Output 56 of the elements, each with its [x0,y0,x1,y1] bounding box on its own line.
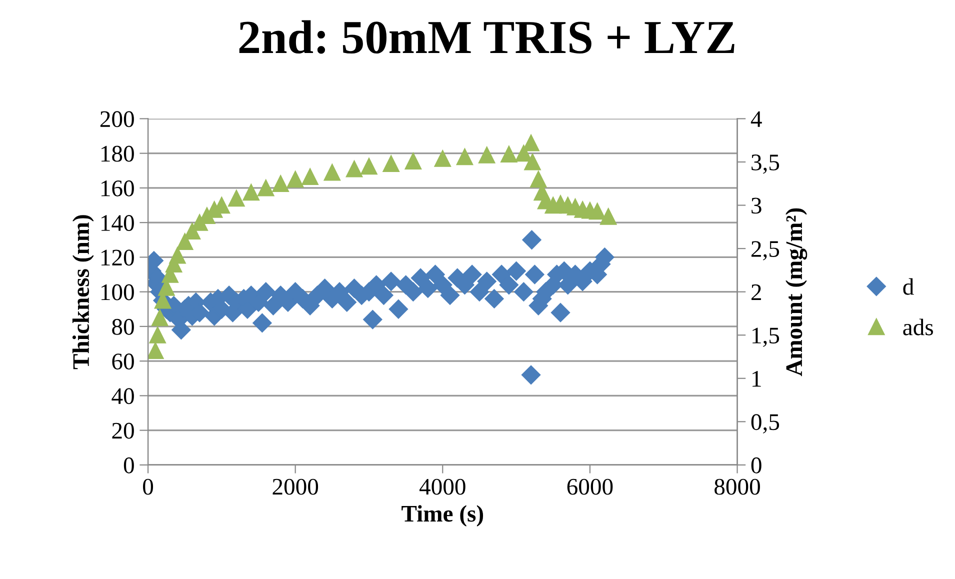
point [272,175,289,192]
point [258,180,274,196]
point [434,150,451,167]
y2-tick-label: 3 [752,198,762,214]
y-tick-label: 20 [112,422,134,439]
x-tick-label: 2000 [272,478,318,495]
y-tick-label: 100 [101,284,134,300]
y-axis-title: Thickness (nm) [72,215,94,370]
y-tick-label: 160 [101,180,134,196]
point [478,146,496,164]
y2-tick-label: 2 [751,284,761,300]
y2-tick-label: 1,5 [752,328,780,347]
point [600,208,617,225]
y-tick-label: 60 [112,354,134,370]
legend-label: ads [903,318,933,336]
point [360,158,378,175]
y-tick-label: 180 [101,146,134,162]
point [324,164,340,181]
y2-tick-label: 2,5 [751,241,780,260]
chart-title: 2nd: 50mM TRIS + LYZ [239,20,734,54]
y2-tick-label: 4 [750,111,762,127]
y-tick-label: 120 [101,250,134,266]
point [287,170,304,188]
y2-tick-label: 3,5 [752,154,780,174]
point [242,184,260,201]
y-tick-label: 0 [124,457,134,474]
y-tick-label: 40 [112,388,134,404]
y2-tick-label: 0,5 [751,414,780,434]
point [500,146,518,163]
point [456,148,474,166]
y2-axis-title: Amount (mg/m²) [786,208,808,376]
point [346,160,363,178]
y-tick-label: 140 [101,215,134,231]
y2-tick-label: 1 [752,370,761,387]
point [382,155,400,172]
point [404,152,422,170]
point [151,309,168,326]
point [302,168,318,186]
point [588,202,606,220]
point [148,342,164,360]
x-tick-label: 6000 [567,478,613,495]
x-tick-label: 8000 [714,478,760,495]
point [176,233,194,250]
point [522,134,540,152]
x-tick-label: 4000 [419,478,466,495]
point [169,247,186,264]
point [149,326,166,344]
y-tick-label: 80 [112,318,134,335]
point [524,154,541,170]
point [228,190,245,207]
point [530,170,547,188]
x-axis-title: Time (s) [402,505,484,527]
y-tick-label: 200 [100,111,134,128]
x-tick-label: 0 [143,478,154,495]
y2-tick-label: 0 [751,457,762,474]
legend-label: d [903,278,914,295]
